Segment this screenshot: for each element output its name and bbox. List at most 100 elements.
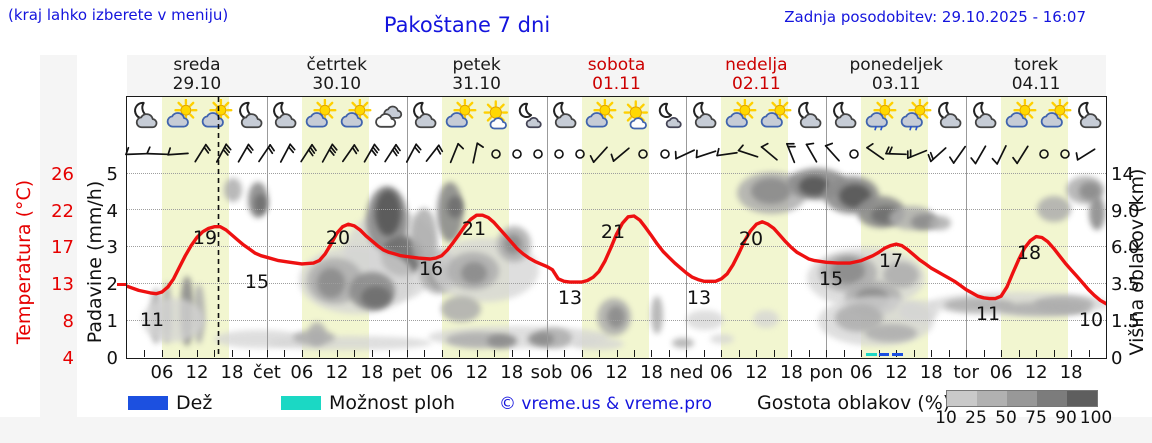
cloud-blob [461, 262, 487, 284]
weather-icon-mc [232, 99, 268, 132]
weather-icon-mc [546, 99, 582, 132]
x-time-label: 18 [360, 362, 384, 383]
day-date: 03.11 [871, 74, 921, 94]
wind-barb [1052, 141, 1078, 167]
temp-label: 20 [738, 228, 764, 250]
wind-barb [567, 141, 593, 167]
x-axis-tick [808, 350, 810, 357]
wind-barb [208, 141, 234, 167]
temp-label: 15 [244, 271, 270, 293]
wind-barb [230, 141, 256, 167]
grid-line [127, 320, 1106, 322]
precip-tick-label: 2 [106, 274, 118, 295]
density-segment [947, 391, 977, 406]
x-axis-tick [826, 350, 828, 357]
grid-line [127, 283, 1106, 285]
day-date: 01.11 [592, 74, 641, 94]
cloud-blob [929, 216, 951, 230]
day-boundary-line [546, 97, 548, 358]
x-axis-tick [266, 350, 268, 357]
weather-icon-sc [197, 98, 233, 132]
cloud-blob [1089, 196, 1105, 230]
x-axis-tick [144, 350, 146, 357]
day-boundary-line [966, 97, 968, 358]
x-axis-tick [686, 350, 688, 357]
x-axis-tick [599, 350, 601, 357]
cloud-blob [751, 178, 791, 204]
weather-icon-sc [1036, 98, 1072, 132]
x-axis-tick [511, 350, 513, 357]
density-tick-label: 10 [935, 408, 957, 428]
wind-barb [483, 141, 509, 167]
wind-barb [441, 141, 467, 167]
cloud-blob [686, 310, 724, 330]
precip-mark-shower [866, 353, 877, 356]
weather-icon-mc [966, 99, 1002, 132]
temp-label: 16 [418, 258, 444, 280]
weather-icon-mc [791, 99, 827, 132]
x-axis-tick [459, 350, 461, 357]
temp-label: 13 [557, 287, 583, 309]
x-axis-tick [284, 350, 286, 357]
day-name: sreda [173, 55, 221, 75]
density-tick-label: 75 [1025, 408, 1047, 428]
day-header: torek 04.11 [966, 56, 1106, 94]
cloud-blob [487, 334, 517, 348]
temp-tick-label: 8 [62, 311, 74, 332]
x-axis-tick [389, 350, 391, 357]
wind-barb [715, 141, 741, 167]
rain-legend-label: Dež [172, 392, 217, 414]
wind-barb [504, 141, 530, 167]
cloud-height-tick-label: 0 [1111, 348, 1123, 369]
day-date: 02.11 [732, 74, 781, 94]
shower-legend-swatch [281, 396, 321, 410]
wind-barb [166, 141, 192, 167]
cloud-blob [607, 306, 625, 328]
cloud-blob [944, 298, 1014, 312]
wind-barb [272, 141, 298, 167]
cloud-blob [361, 286, 391, 308]
temp-label: 13 [686, 287, 712, 309]
wind-barb [356, 141, 382, 167]
cloud-blob [799, 176, 829, 196]
cloud-height-tick-label: 14 [1111, 164, 1134, 185]
x-axis-tick [424, 350, 426, 357]
weather-icon-mc [406, 99, 442, 132]
x-time-label: 06 [570, 362, 594, 383]
x-time-label: 18 [220, 362, 244, 383]
x-time-label: 18 [779, 362, 803, 383]
wind-barb [968, 141, 994, 167]
x-time-label: 18 [919, 362, 943, 383]
x-axis-tick [738, 350, 740, 357]
wind-barb [293, 141, 319, 167]
wind-barb [630, 141, 656, 167]
x-day-abbrev: tor [953, 362, 979, 383]
cloud-height-tick-label: 3.5 [1111, 274, 1140, 295]
weather-icon-mc [127, 99, 163, 132]
page-title: Pakoštane 7 dni [383, 13, 551, 37]
precip-tick-label: 5 [106, 164, 118, 185]
x-time-label: 06 [150, 362, 174, 383]
day-name: sobota [587, 55, 646, 75]
weather-icon-scr [861, 98, 897, 132]
cloud-blob [224, 178, 242, 202]
day-header-band [127, 55, 1106, 96]
temp-label: 20 [325, 227, 351, 249]
day-name: ponedeljek [849, 55, 943, 75]
copyright-link[interactable]: © vreme.us & vreme.pro [495, 394, 717, 414]
cloud-height-tick-label: 9.0 [1111, 201, 1140, 222]
shower-legend-label: Možnost ploh [325, 392, 460, 414]
x-axis-tick [494, 350, 496, 357]
x-axis-tick [983, 350, 985, 357]
x-axis-tick [633, 350, 635, 357]
rain-legend-swatch [128, 396, 168, 410]
temp-label: 10 [1078, 309, 1104, 331]
day-name: četrtek [306, 55, 367, 75]
weather-icon-mc [826, 99, 862, 132]
cloud-density-label: Gostota oblakov (%) [753, 392, 955, 414]
temp-tick-label: 4 [62, 348, 74, 369]
weather-icon-sc [162, 98, 198, 132]
weather-icon-mc [1071, 99, 1107, 132]
x-axis-tick [529, 350, 531, 357]
x-axis-tick [476, 350, 478, 357]
